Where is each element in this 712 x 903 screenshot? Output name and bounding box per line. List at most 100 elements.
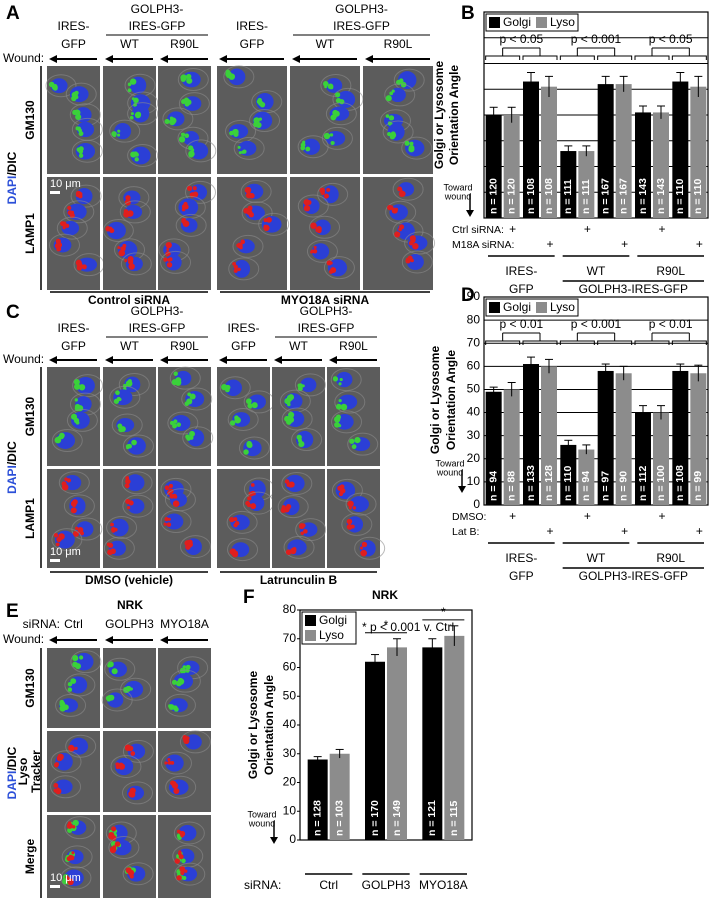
note: * p < 0.001 v. Ctrl <box>362 620 454 634</box>
organelle-stain <box>114 841 120 847</box>
bar <box>365 661 385 840</box>
cell-outline <box>325 102 357 126</box>
group-label: GFP <box>509 569 534 583</box>
organelle-stain <box>56 246 62 252</box>
organelle-stain <box>177 835 182 840</box>
organelle-stain <box>266 217 272 223</box>
organelle-stain <box>59 705 66 712</box>
cell-outline <box>49 233 81 257</box>
condition-mark: + <box>584 509 591 523</box>
cell-outline <box>70 184 102 208</box>
cell-outline <box>341 512 373 536</box>
organelle-stain <box>310 249 315 254</box>
organelle-stain <box>107 661 114 667</box>
organelle-stain <box>232 128 239 136</box>
cell-nucleus <box>325 78 343 93</box>
organelle-stain <box>174 858 181 864</box>
organelle-stain <box>350 501 354 506</box>
panel-letter: C <box>6 302 20 323</box>
group-label: MYO18A siRNA <box>281 293 370 307</box>
organelle-stain <box>351 444 357 450</box>
legend-swatch <box>489 302 500 313</box>
n-label: n = 108 <box>525 178 537 214</box>
organelle-stain <box>348 506 352 510</box>
x-prefix: siRNA: <box>244 878 281 892</box>
condition-mark: + <box>546 524 553 538</box>
condition-mark: + <box>546 237 553 251</box>
organelle-stain <box>62 225 66 230</box>
y-tick-label: 30 <box>283 746 297 760</box>
cell-outline <box>56 216 88 240</box>
n-label: n = 167 <box>599 178 611 214</box>
organelle-stain <box>334 416 341 423</box>
wound-arrowhead <box>105 55 113 63</box>
column-header: GFP <box>240 37 265 51</box>
cell-outline <box>175 213 207 237</box>
organelle-stain <box>328 269 334 274</box>
organelle-stain <box>287 402 291 407</box>
organelle-stain <box>313 245 317 249</box>
row-label: Tracker <box>29 750 43 793</box>
cell-outline <box>227 538 259 562</box>
n-label: n = 120 <box>505 178 517 214</box>
panel-letter: E <box>6 601 19 622</box>
organelle-stain <box>130 751 136 756</box>
column-header: GOLPH3 <box>105 617 154 631</box>
n-label: n = 143 <box>655 178 667 214</box>
column-header: GFP <box>61 37 86 51</box>
plot-frame <box>483 11 709 219</box>
organelle-stain <box>175 680 182 687</box>
bracket <box>597 55 633 60</box>
micrograph-image <box>327 367 380 466</box>
organelle-stain <box>397 186 403 192</box>
organelle-stain <box>333 110 340 117</box>
y-tick-label: 50 <box>467 382 481 396</box>
legend-box <box>485 13 579 32</box>
organelle-stain <box>57 753 64 761</box>
group-label: Latrunculin B <box>260 573 338 587</box>
cell-outline <box>179 730 211 754</box>
n-label: n = 94 <box>580 471 592 501</box>
n-label: n = 88 <box>505 471 517 501</box>
organelle-stain <box>237 145 241 149</box>
y-tick-label: 20 <box>283 775 297 789</box>
cell-nucleus <box>77 257 98 272</box>
cell-outline <box>106 516 138 540</box>
organelle-stain <box>399 78 404 83</box>
organelle-stain <box>105 226 111 232</box>
cell-outline <box>317 182 349 206</box>
panel-letter: B <box>461 3 475 24</box>
cell-outline <box>281 407 313 431</box>
column-header: IRES- <box>57 321 89 335</box>
organelle-stain <box>323 132 331 140</box>
wound-arrowhead <box>105 636 113 644</box>
organelle-stain <box>338 424 342 428</box>
column-header: WT <box>120 37 139 51</box>
organelle-stain <box>117 246 121 250</box>
row-label: GM130 <box>23 397 37 437</box>
organelle-stain <box>346 524 353 530</box>
organelle-stain <box>185 99 192 106</box>
organelle-stain <box>346 518 353 525</box>
bar <box>541 86 557 218</box>
organelle-stain <box>181 217 187 223</box>
organelle-stain <box>128 501 132 505</box>
cell-nucleus <box>110 518 129 537</box>
n-label: n = 97 <box>599 471 611 501</box>
toward-arrowhead <box>458 486 466 493</box>
condition-mark: + <box>658 222 665 236</box>
cell-outline <box>182 426 214 450</box>
bar <box>485 115 502 218</box>
bar <box>523 364 539 505</box>
row-label: Lyso <box>16 758 30 786</box>
organelle-stain <box>174 379 182 386</box>
organelle-stain <box>78 192 83 197</box>
cell-outline <box>238 436 270 460</box>
organelle-stain <box>240 239 246 245</box>
organelle-stain <box>170 760 175 765</box>
organelle-stain <box>71 825 76 829</box>
organelle-stain <box>180 77 186 83</box>
organelle-stain <box>118 398 122 402</box>
organelle-stain <box>244 186 252 194</box>
legend-box <box>485 298 579 317</box>
